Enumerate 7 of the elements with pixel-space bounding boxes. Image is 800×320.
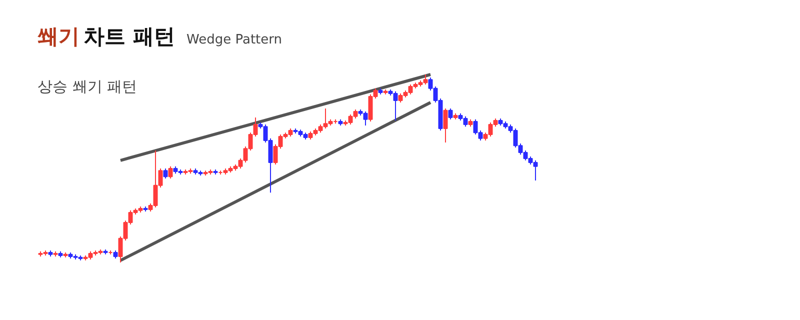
candlestick: [443, 108, 448, 144]
chart-subtitle: Wedge Pattern: [186, 32, 282, 48]
candlestick: [163, 168, 168, 179]
candlestick: [168, 166, 173, 179]
candlestick: [448, 108, 453, 120]
chart-title: 쐐기 차트 패턴: [38, 24, 175, 48]
annotation: 상승 쐐기 패턴: [38, 78, 138, 96]
